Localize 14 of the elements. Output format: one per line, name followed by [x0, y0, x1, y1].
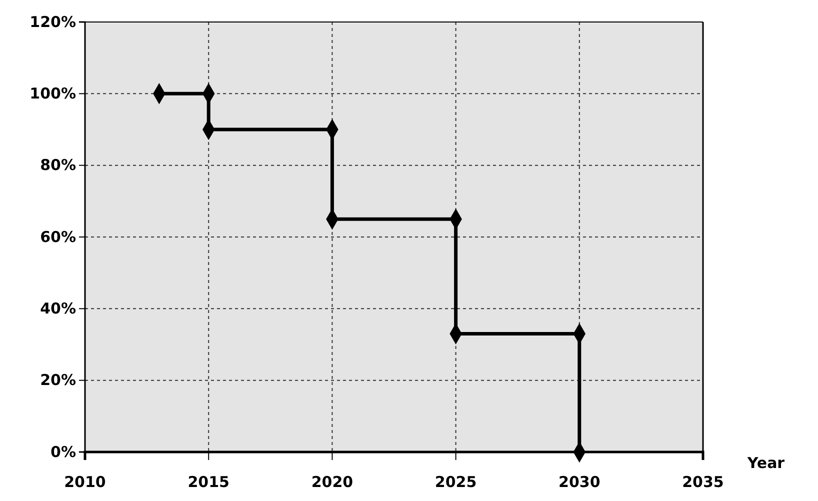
- y-tick-label: 100%: [30, 84, 76, 102]
- y-tick-label: 20%: [40, 371, 76, 390]
- x-axis-title: Year: [746, 454, 786, 472]
- y-tick-label: 0%: [50, 442, 76, 461]
- y-tick-label: 80%: [40, 156, 76, 174]
- x-tick-label: 2035: [682, 473, 724, 491]
- y-tick-label: 120%: [30, 12, 76, 31]
- x-tick-label: 2015: [188, 473, 230, 491]
- x-tick-label: 2030: [558, 473, 600, 491]
- x-tick-label: 2020: [311, 473, 354, 491]
- y-tick-label: 60%: [40, 228, 76, 246]
- x-tick-label: 2010: [64, 473, 106, 491]
- y-tick-label: 40%: [40, 299, 76, 318]
- x-tick-label: 2025: [434, 473, 477, 491]
